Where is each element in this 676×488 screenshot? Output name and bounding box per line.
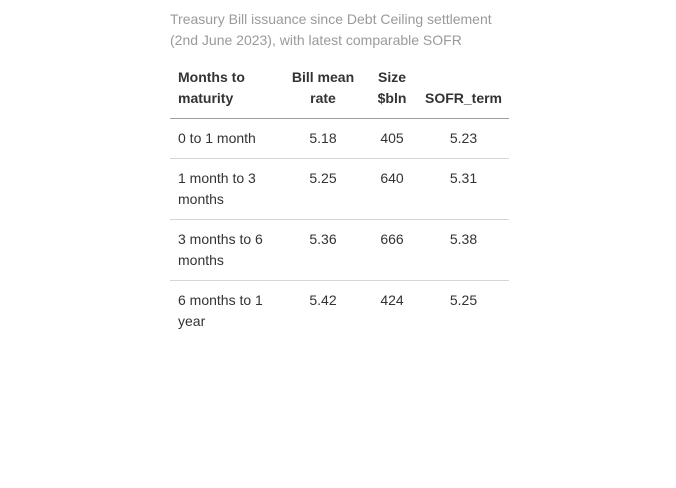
header-maturity: Months to maturity bbox=[170, 67, 280, 119]
cell-sofr: 5.23 bbox=[418, 118, 509, 159]
header-rate-label: Bill mean rate bbox=[291, 69, 355, 106]
cell-maturity: 3 months to 6 months bbox=[170, 219, 280, 281]
table-row: 6 months to 1 year 5.42 424 5.25 bbox=[170, 281, 509, 342]
cell-sofr: 5.31 bbox=[418, 158, 509, 220]
header-size-label: Size $bln bbox=[377, 69, 407, 106]
table-row: 3 months to 6 months 5.36 666 5.38 bbox=[170, 219, 509, 281]
table-header: Months to maturity Bill mean rate Size $… bbox=[170, 67, 509, 119]
cell-sofr: 5.38 bbox=[418, 219, 509, 281]
header-rate: Bill mean rate bbox=[280, 67, 366, 119]
header-sofr: SOFR_term bbox=[418, 67, 509, 119]
table-caption: Treasury Bill issuance since Debt Ceilin… bbox=[170, 9, 510, 51]
caption-line-2: (2nd June 2023), with latest comparable … bbox=[170, 32, 462, 48]
bill-issuance-table: Months to maturity Bill mean rate Size $… bbox=[170, 67, 509, 341]
header-row: Months to maturity Bill mean rate Size $… bbox=[170, 67, 509, 119]
header-sofr-label: SOFR_term bbox=[424, 90, 503, 106]
table-row: 1 month to 3 months 5.25 640 5.31 bbox=[170, 158, 509, 220]
header-maturity-label: Months to maturity bbox=[178, 69, 245, 106]
cell-rate: 5.42 bbox=[309, 292, 337, 308]
cell-size: 405 bbox=[366, 118, 418, 159]
cell-size: 666 bbox=[366, 219, 418, 281]
cell-rate: 5.18 bbox=[280, 118, 366, 159]
cell-maturity: 1 month to 3 months bbox=[170, 158, 280, 220]
cell-size: 640 bbox=[366, 158, 418, 220]
cell-rate: 5.36 bbox=[280, 219, 366, 281]
table-container: Treasury Bill issuance since Debt Ceilin… bbox=[170, 9, 510, 341]
table-body: 0 to 1 month 5.18 405 5.23 1 month to 3 … bbox=[170, 118, 509, 342]
header-size: Size $bln bbox=[366, 67, 418, 119]
cell-rate: 5.25 bbox=[280, 158, 366, 220]
cell-maturity: 6 months to 1 year bbox=[178, 292, 263, 329]
cell-sofr: 5.25 bbox=[449, 292, 478, 308]
caption-line-1: Treasury Bill issuance since Debt Ceilin… bbox=[170, 11, 492, 27]
cell-maturity: 0 to 1 month bbox=[170, 118, 280, 159]
cell-size: 424 bbox=[380, 292, 404, 308]
table-row: 0 to 1 month 5.18 405 5.23 bbox=[170, 118, 509, 159]
